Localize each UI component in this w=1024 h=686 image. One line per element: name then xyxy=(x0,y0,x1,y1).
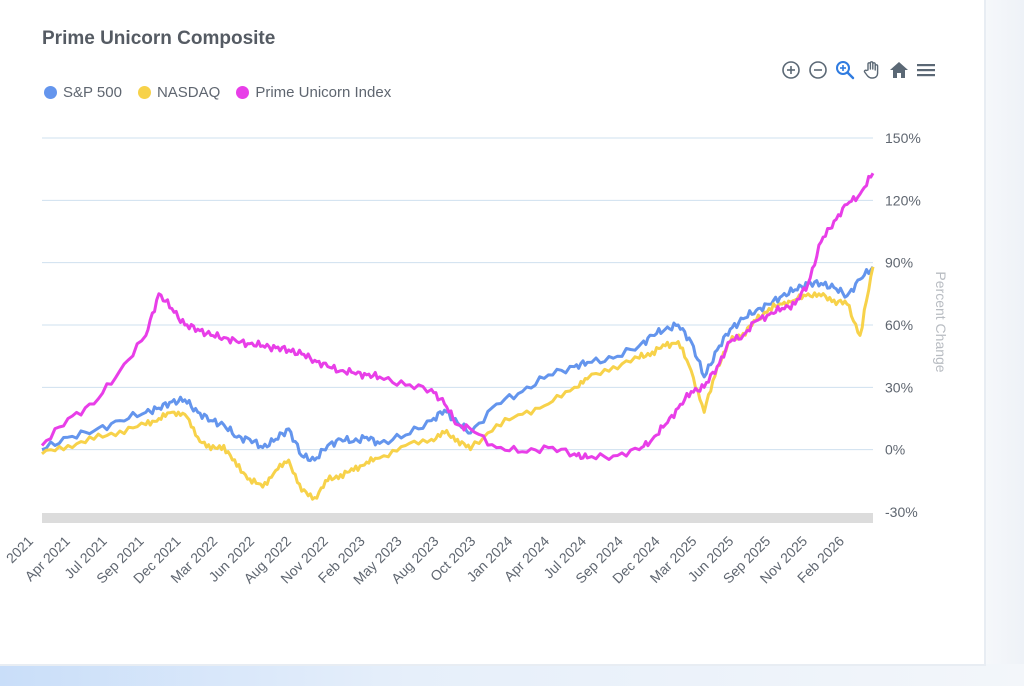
y-tick-label: 150% xyxy=(885,130,921,146)
chart-legend: S&P 500 NASDAQ Prime Unicorn Index xyxy=(44,84,391,101)
menu-icon[interactable] xyxy=(915,59,937,81)
zoom-in-icon[interactable] xyxy=(780,59,802,81)
legend-item-prime-unicorn[interactable]: Prime Unicorn Index xyxy=(236,84,391,101)
series-line-prime-unicorn-index xyxy=(40,172,875,461)
series-lines xyxy=(40,172,875,501)
chart-card: Prime Unicorn Composite S&P 500 NASDAQ xyxy=(0,0,986,666)
zoom-out-icon[interactable] xyxy=(807,59,829,81)
page-background-right xyxy=(984,0,1024,686)
y-tick-label: 120% xyxy=(885,192,921,208)
legend-label: S&P 500 xyxy=(63,84,122,101)
y-tick-label: 0% xyxy=(885,442,905,458)
y-tick-label: 30% xyxy=(885,379,913,395)
y-tick-label: 60% xyxy=(885,317,913,333)
y-tick-label: 90% xyxy=(885,255,913,271)
series-line-s-p-500 xyxy=(41,265,875,463)
page-background-bottom xyxy=(0,664,1024,686)
legend-label: NASDAQ xyxy=(156,84,221,101)
pan-hand-icon[interactable] xyxy=(861,59,883,81)
legend-label: Prime Unicorn Index xyxy=(255,84,392,101)
y-tick-label: -30% xyxy=(885,504,918,520)
y-axis-ticks: 150% 120% 90% 60% 30% 0% -30% xyxy=(885,130,921,520)
legend-marker xyxy=(137,86,151,99)
chart-toolbar xyxy=(780,58,937,82)
legend-marker xyxy=(236,86,250,99)
selection-zoom-icon[interactable] xyxy=(834,59,856,81)
navigator-scrollbar[interactable] xyxy=(42,513,873,523)
x-tick-label: 2021 xyxy=(3,533,36,566)
legend-marker xyxy=(44,86,57,99)
legend-item-sp500[interactable]: S&P 500 xyxy=(44,84,122,101)
y-axis-title: Percent Change xyxy=(933,271,949,372)
legend-item-nasdaq[interactable]: NASDAQ xyxy=(137,84,221,101)
chart-title: Prime Unicorn Composite xyxy=(42,28,276,49)
home-reset-icon[interactable] xyxy=(888,59,910,81)
